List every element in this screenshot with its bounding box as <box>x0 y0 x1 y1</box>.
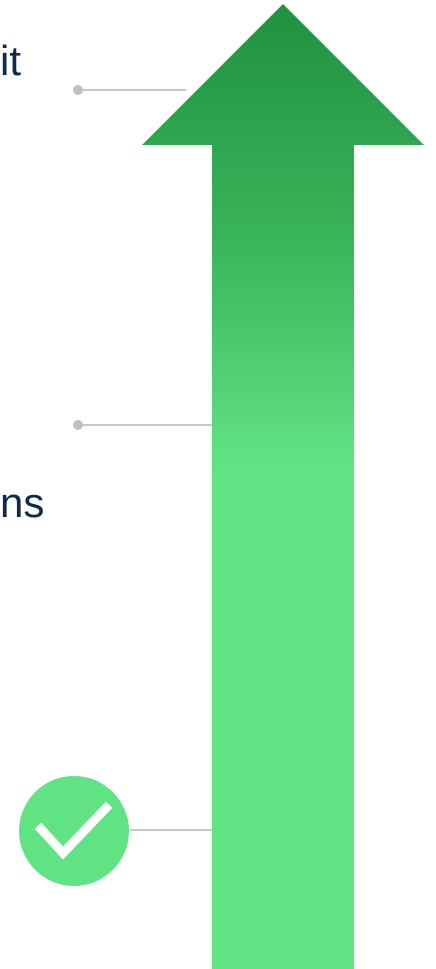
connector-top <box>73 85 186 95</box>
connector-dot-middle <box>73 420 83 430</box>
connector-middle <box>73 420 212 430</box>
up-arrow-icon <box>142 4 424 969</box>
step-label-middle: ns <box>0 479 45 526</box>
connector-dot-top <box>73 85 83 95</box>
check-circle-icon <box>19 776 129 886</box>
step-label-top: it <box>0 37 21 84</box>
